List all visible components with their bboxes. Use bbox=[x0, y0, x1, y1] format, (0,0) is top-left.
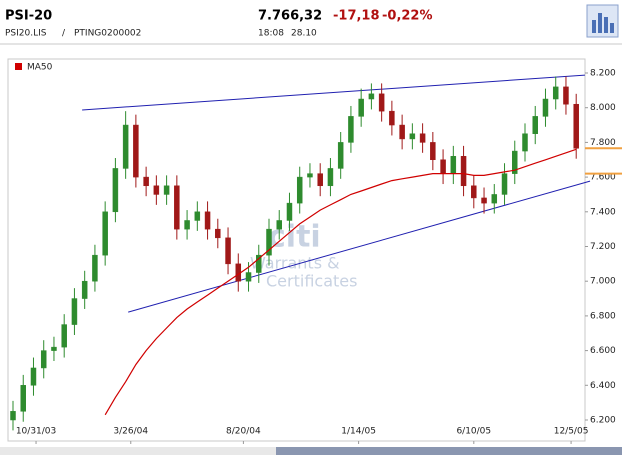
candle-body bbox=[194, 211, 201, 221]
isin: PTING0200002 bbox=[74, 29, 141, 39]
candle-body bbox=[204, 211, 211, 230]
candle-body bbox=[501, 173, 508, 195]
candle-body bbox=[143, 176, 149, 187]
candle-body bbox=[327, 168, 334, 187]
x-tick-label: 10/31/03 bbox=[16, 427, 56, 437]
x-tick-label: 6/10/05 bbox=[456, 427, 491, 437]
y-tick-label: 8.200 bbox=[590, 69, 616, 79]
trendline bbox=[82, 74, 585, 111]
price: 7.766,32 bbox=[258, 9, 322, 24]
candle-body bbox=[563, 86, 569, 105]
candle-body bbox=[440, 159, 446, 174]
candle-body bbox=[215, 228, 221, 239]
x-tick-label: 1/14/05 bbox=[341, 427, 376, 437]
candle-body bbox=[133, 124, 139, 178]
candle-body bbox=[573, 103, 579, 149]
candle-body bbox=[450, 156, 457, 174]
title: PSI-20 bbox=[5, 9, 52, 24]
candle-body bbox=[153, 185, 160, 195]
candle-body bbox=[112, 168, 119, 213]
y-tick-label: 6.600 bbox=[590, 346, 616, 356]
y-tick-label: 8.000 bbox=[590, 103, 616, 113]
candle-body bbox=[552, 86, 559, 100]
candle-body bbox=[491, 194, 498, 204]
candle-body bbox=[174, 185, 180, 230]
candle-body bbox=[358, 98, 364, 117]
x-tick-label: 3/26/04 bbox=[113, 427, 148, 437]
date: 28.10 bbox=[291, 29, 317, 39]
candle-body bbox=[256, 254, 262, 273]
y-tick-label: 7.000 bbox=[590, 277, 616, 287]
candle-body bbox=[40, 350, 47, 369]
bottom-strip-block bbox=[276, 447, 622, 455]
icon-bar[interactable] bbox=[598, 13, 602, 33]
candle-body bbox=[225, 237, 231, 265]
candle-body bbox=[307, 173, 313, 178]
change: -17,18 bbox=[333, 9, 380, 24]
trendline bbox=[128, 180, 591, 313]
candle-body bbox=[368, 93, 375, 100]
candle-body bbox=[92, 254, 98, 282]
icon-bar[interactable] bbox=[592, 20, 596, 33]
y-tick-label: 7.600 bbox=[590, 173, 616, 183]
watermark: citi bbox=[268, 220, 321, 255]
candle-body bbox=[10, 411, 16, 421]
y-tick-label: 6.200 bbox=[590, 416, 616, 426]
y-tick-label: 7.400 bbox=[590, 207, 616, 217]
candle-body bbox=[542, 98, 549, 117]
candle-body bbox=[317, 173, 323, 187]
candle-body bbox=[460, 156, 467, 187]
legend-swatch bbox=[15, 63, 22, 70]
candle-body bbox=[122, 124, 129, 169]
candle-body bbox=[163, 185, 170, 195]
y-tick-label: 7.200 bbox=[590, 242, 616, 252]
candle-body bbox=[532, 116, 538, 134]
candle-body bbox=[399, 124, 405, 140]
icon-bar[interactable] bbox=[604, 17, 608, 33]
y-tick-label: 6.400 bbox=[590, 381, 616, 391]
candle-body bbox=[471, 185, 477, 199]
x-tick-label: 12/5/05 bbox=[554, 427, 589, 437]
candle-body bbox=[276, 220, 282, 230]
y-tick-label: 6.800 bbox=[590, 311, 616, 321]
candle-body bbox=[71, 298, 78, 325]
symbol: PSI20.LIS bbox=[5, 29, 47, 39]
candle-body bbox=[296, 176, 303, 204]
candle-body bbox=[20, 385, 26, 412]
candle-body bbox=[81, 280, 88, 299]
candle-body bbox=[184, 220, 190, 230]
candle-body bbox=[430, 142, 436, 160]
time: 18:08 bbox=[258, 29, 284, 39]
separator: / bbox=[62, 29, 66, 39]
candle-body bbox=[419, 133, 426, 143]
chart-icon[interactable] bbox=[586, 4, 619, 38]
candle-body bbox=[102, 211, 108, 256]
change-pct: -0,22% bbox=[382, 9, 433, 24]
ma-line bbox=[104, 148, 577, 416]
candle-body bbox=[245, 272, 252, 282]
candle-body bbox=[481, 197, 487, 204]
candle-body bbox=[348, 116, 354, 143]
candle-body bbox=[266, 228, 272, 256]
candle-body bbox=[389, 110, 395, 126]
legend-label: MA50 bbox=[27, 63, 53, 73]
watermark: Certificates bbox=[266, 272, 357, 291]
x-tick-label: 8/20/04 bbox=[226, 427, 261, 437]
candle-body bbox=[286, 202, 293, 221]
candle-body bbox=[522, 133, 528, 152]
candle-body bbox=[51, 346, 57, 351]
candle-body bbox=[337, 142, 344, 169]
candle-body bbox=[409, 133, 416, 140]
candle-body bbox=[61, 324, 67, 348]
candle-body bbox=[30, 367, 37, 386]
icon-bar[interactable] bbox=[610, 23, 614, 33]
candle-body bbox=[378, 93, 385, 112]
candle-body bbox=[512, 150, 518, 174]
y-tick-label: 7.800 bbox=[590, 138, 616, 148]
